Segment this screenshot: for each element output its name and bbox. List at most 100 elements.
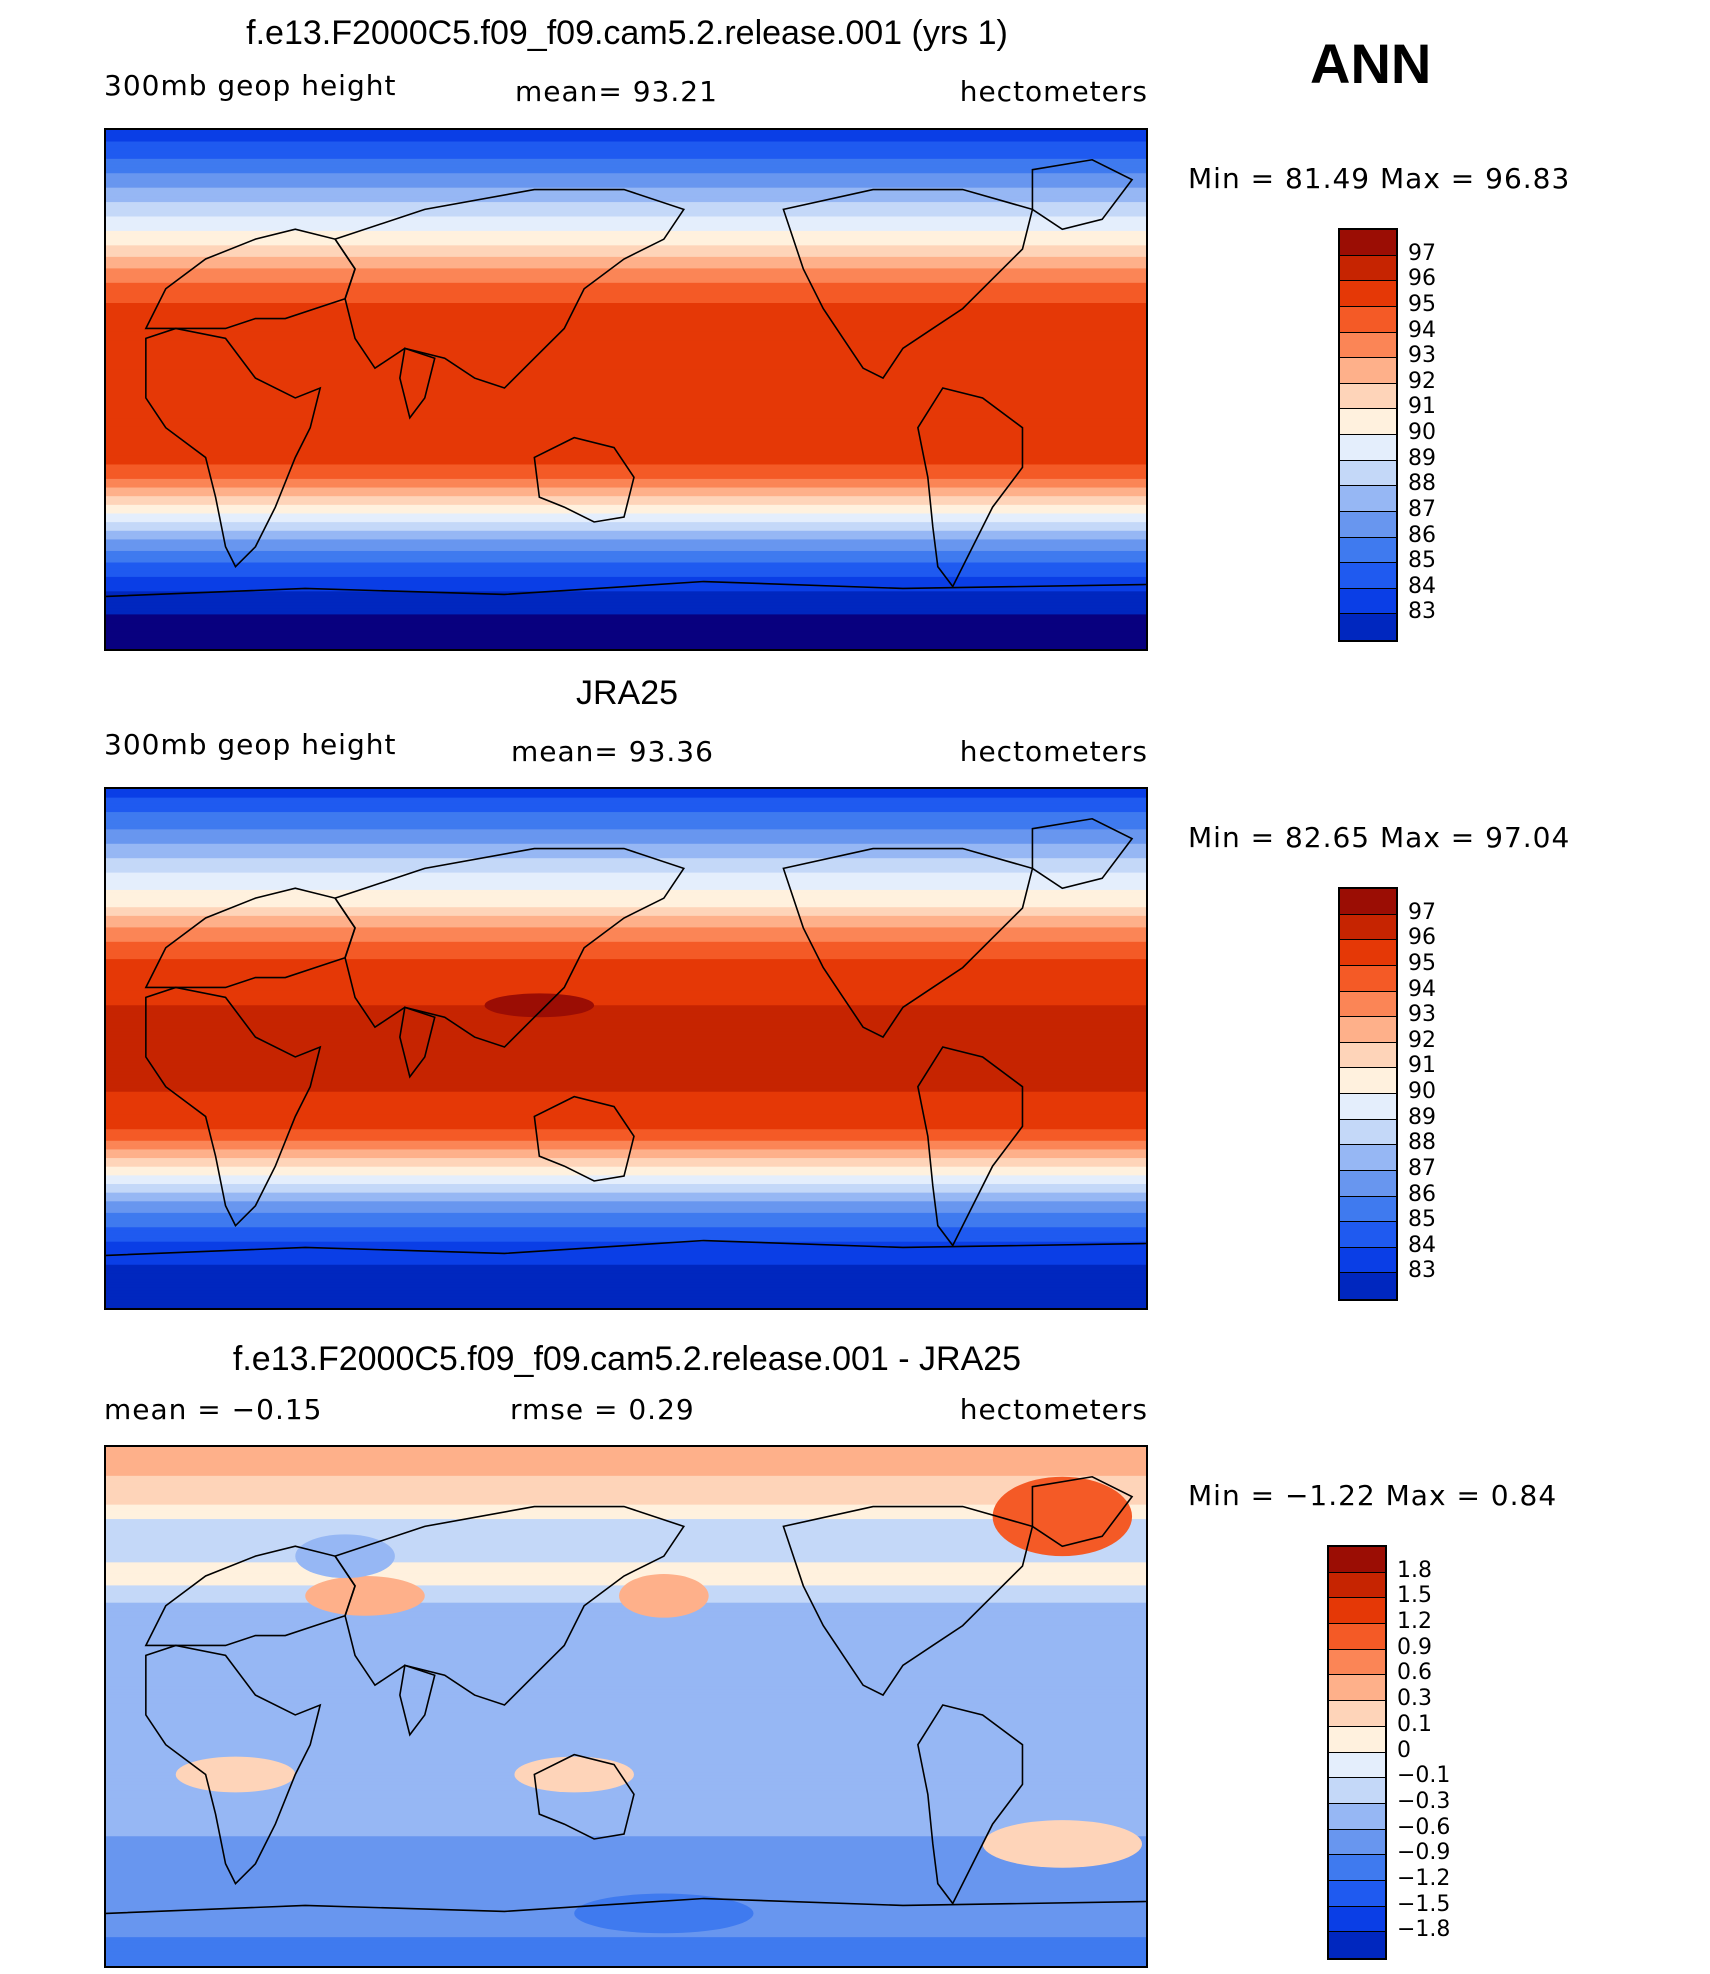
field-band [106,1114,1146,1119]
field-band [106,366,1146,370]
anomaly-blob [992,1476,1133,1557]
field-band [106,398,1146,402]
field-band [106,1447,1146,1451]
field-band [106,271,1146,275]
field-band [106,1804,1146,1809]
field-band [106,1501,1146,1506]
field-band [106,840,1146,845]
field-band [106,1487,1146,1491]
field-band [106,1042,1146,1047]
field-band [106,1198,1146,1202]
field-band [106,1146,1146,1151]
field-band [106,617,1146,621]
field-band [106,1787,1146,1791]
field-band [106,1478,1146,1483]
field-band [106,533,1146,538]
field-band [106,1143,1146,1148]
field-band [106,1865,1146,1869]
field-band [106,1830,1146,1834]
field-band [106,898,1146,903]
field-band [106,311,1146,316]
field-band [106,1519,1146,1523]
field-band [106,1484,1146,1488]
field-band [106,288,1146,293]
field-band [106,1129,1146,1133]
field-band [106,1034,1146,1038]
anomaly-blob [305,1576,425,1616]
field-band [106,1818,1146,1823]
field-band [106,1683,1146,1687]
field-band [106,450,1146,454]
field-band [106,1284,1146,1289]
field-band [106,878,1146,882]
field-band [106,259,1146,264]
colorbar-swatch [1329,1547,1385,1573]
field-band [106,380,1146,385]
colorbar-swatch [1340,383,1396,410]
field-band [106,415,1146,419]
field-band [106,938,1146,943]
field-band [106,953,1146,957]
colorbar-swatch [1340,281,1396,307]
field-band [106,1218,1146,1223]
field-band [106,1184,1146,1188]
field-band [106,1493,1146,1497]
field-band [106,167,1146,171]
field-band [106,303,1146,307]
field-band [106,527,1146,532]
field-band [106,875,1146,879]
field-band [106,548,1146,552]
field-band [106,1743,1146,1748]
field-band [106,1126,1146,1130]
field-band [106,1628,1146,1633]
field-band [106,447,1146,451]
field-band [106,441,1146,445]
anomaly-blob [619,1574,709,1618]
field-band [106,401,1146,405]
field-band [106,1025,1146,1029]
field-band [106,1784,1146,1788]
field-band [106,985,1146,989]
field-band [106,576,1146,581]
field-band [106,1062,1146,1067]
field-band [106,331,1146,336]
colorbar-tick-label: 91 [1408,1053,1436,1079]
field-band [106,377,1146,382]
field-band [106,829,1146,833]
field-band [106,1287,1146,1292]
colorbar-tick-label: 91 [1408,394,1436,420]
field-band [106,1036,1146,1041]
coastline [399,1664,436,1737]
field-band [106,1954,1146,1958]
field-band [106,253,1146,258]
field-band [106,591,1146,595]
field-band [106,279,1146,284]
field-band [106,455,1146,460]
colorbar-swatch [1340,914,1396,941]
field-band [106,924,1146,928]
field-band [106,161,1146,166]
field-band [106,228,1146,232]
field-band [106,1553,1146,1558]
colorbar-swatch [1340,1119,1396,1146]
field-band [106,1296,1146,1300]
field-band [106,1160,1146,1165]
colorbar-tick-label: 96 [1408,266,1436,292]
field-band [106,1729,1146,1734]
panel-2-field-label: 300mb geop height [104,728,397,761]
field-band [106,1470,1146,1474]
colorbar-swatch [1340,435,1396,461]
colorbar-tick-label: −0.3 [1397,1788,1451,1814]
field-band [106,1521,1146,1526]
field-band [106,1117,1146,1122]
field-band [106,438,1146,442]
field-band [106,1048,1146,1052]
field-band [106,470,1146,474]
field-band [106,1106,1146,1110]
colorbar-swatch [1329,1880,1385,1907]
field-band [106,1111,1146,1116]
field-band [106,1726,1146,1731]
field-band [106,1963,1146,1966]
field-band [106,349,1146,353]
field-band [106,190,1146,195]
